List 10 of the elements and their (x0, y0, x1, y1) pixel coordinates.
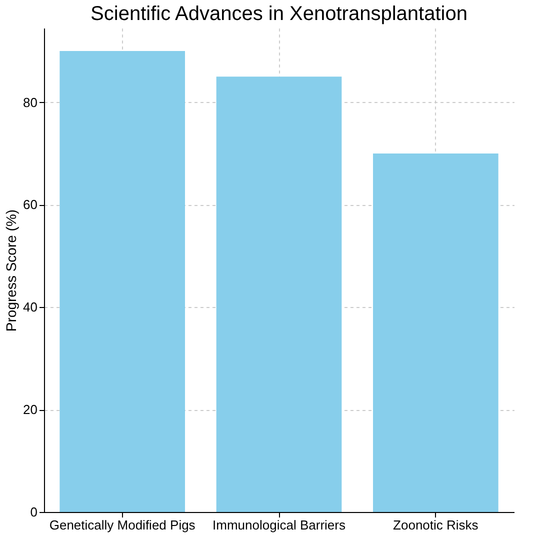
x-tick-label: Zoonotic Risks (393, 518, 479, 532)
x-tick-label: Genetically Modified Pigs (49, 518, 196, 532)
y-tick-label: 60 (23, 197, 38, 212)
y-tick-label: 80 (23, 94, 38, 110)
y-tick-label: 40 (23, 300, 38, 315)
chart-title: Scientific Advances in Xenotransplantation (90, 3, 468, 25)
y-tick-label: 0 (30, 504, 38, 520)
x-tick-label: Immunological Barriers (212, 518, 346, 532)
y-axis-title: Progress Score (%) (3, 209, 20, 332)
y-tick-label: 20 (23, 402, 38, 418)
